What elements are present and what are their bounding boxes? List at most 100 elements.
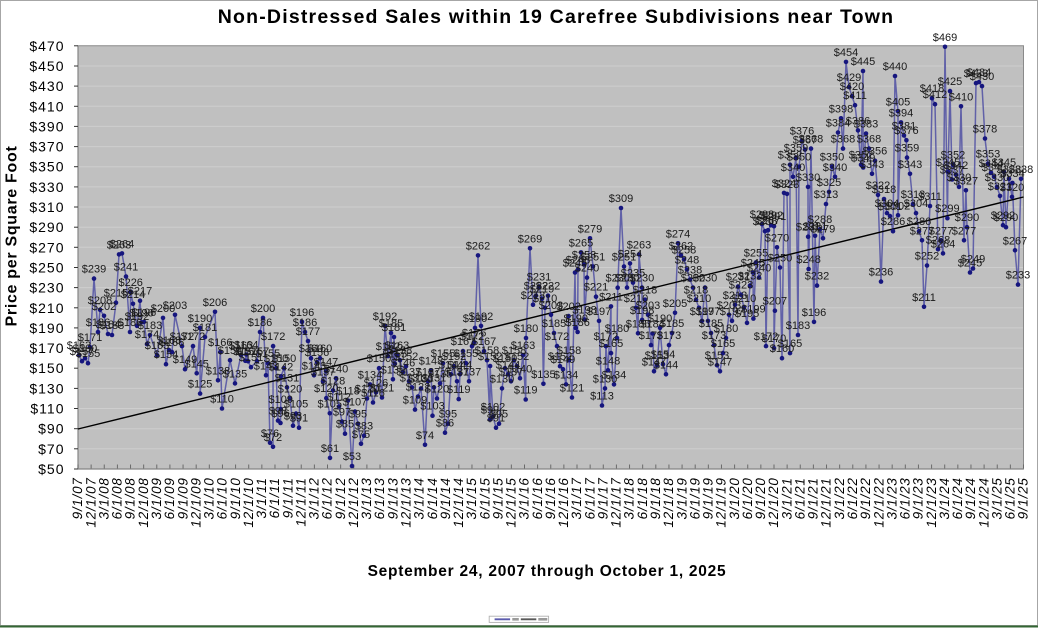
svg-text:$192: $192 (373, 311, 397, 323)
svg-text:9/1/20: 9/1/20 (753, 476, 768, 521)
svg-text:$145: $145 (184, 358, 208, 370)
svg-text:$290: $290 (29, 219, 64, 235)
svg-text:$147: $147 (642, 356, 666, 368)
svg-text:$135: $135 (531, 369, 555, 381)
svg-text:$302: $302 (886, 200, 910, 212)
svg-text:$350: $350 (29, 159, 64, 175)
svg-text:$350: $350 (787, 152, 811, 164)
svg-text:6/1/12: 6/1/12 (320, 476, 335, 521)
svg-text:$107: $107 (343, 397, 367, 409)
svg-text:$327: $327 (954, 175, 978, 187)
svg-text:$309: $309 (609, 193, 633, 205)
svg-text:$162: $162 (376, 341, 400, 353)
svg-text:$95: $95 (490, 409, 508, 421)
svg-text:$356: $356 (863, 146, 887, 158)
svg-text:$172: $172 (594, 331, 618, 343)
svg-text:$345: $345 (936, 157, 960, 169)
svg-text:3/1/25: 3/1/25 (990, 476, 1005, 521)
svg-text:$249: $249 (961, 254, 985, 266)
svg-text:$109: $109 (268, 394, 292, 406)
svg-text:$157: $157 (233, 346, 257, 358)
svg-text:$144: $144 (654, 359, 678, 371)
svg-text:$430: $430 (970, 71, 994, 83)
svg-text:$221: $221 (584, 282, 608, 294)
svg-text:$155: $155 (383, 349, 407, 361)
svg-text:$105: $105 (284, 399, 308, 411)
svg-text:$454: $454 (834, 47, 858, 59)
svg-text:$152: $152 (394, 351, 418, 363)
svg-text:9/1/22: 9/1/22 (858, 476, 873, 521)
svg-text:$165: $165 (711, 338, 735, 350)
svg-text:$185: $185 (626, 318, 650, 330)
svg-text:$190: $190 (188, 313, 212, 325)
svg-text:$368: $368 (857, 134, 881, 146)
svg-text:$137: $137 (499, 366, 523, 378)
svg-text:$433: $433 (964, 68, 988, 80)
svg-text:$253: $253 (572, 250, 596, 262)
svg-text:$198: $198 (630, 305, 654, 317)
svg-text:$359: $359 (784, 143, 808, 155)
svg-text:12/1/15: 12/1/15 (504, 476, 519, 529)
svg-text:6/1/13: 6/1/13 (372, 476, 387, 521)
svg-text:$376: $376 (894, 125, 918, 137)
svg-text:$353: $353 (976, 149, 1000, 161)
svg-text:9/1/08: 9/1/08 (123, 476, 138, 521)
svg-text:$152: $152 (478, 351, 502, 363)
svg-text:12/1/11: 12/1/11 (294, 476, 309, 528)
svg-text:$330: $330 (796, 172, 820, 184)
svg-text:$180: $180 (514, 323, 538, 335)
svg-text:$185: $185 (379, 318, 403, 330)
svg-text:3/1/12: 3/1/12 (307, 476, 322, 521)
svg-text:$150: $150 (264, 353, 288, 365)
svg-text:$134: $134 (602, 369, 626, 381)
svg-text:$350: $350 (820, 152, 844, 164)
svg-text:3/1/19: 3/1/19 (674, 476, 689, 521)
svg-text:$160: $160 (73, 343, 97, 355)
svg-text:$337: $337 (940, 165, 964, 177)
svg-text:3/1/17: 3/1/17 (569, 476, 584, 521)
svg-text:$264: $264 (110, 238, 134, 250)
svg-text:$301: $301 (878, 201, 902, 213)
svg-text:$207: $207 (763, 296, 787, 308)
svg-text:$167: $167 (451, 336, 475, 348)
svg-text:$248: $248 (566, 255, 590, 267)
svg-text:$198: $198 (572, 305, 596, 317)
svg-text:$110: $110 (210, 394, 234, 406)
svg-text:3/1/16: 3/1/16 (517, 476, 532, 521)
svg-text:$76: $76 (261, 428, 279, 440)
svg-text:$153: $153 (705, 350, 729, 362)
svg-text:$338: $338 (1009, 164, 1033, 176)
svg-text:9/1/09: 9/1/09 (175, 476, 190, 521)
svg-text:$83: $83 (355, 421, 373, 433)
svg-text:$103: $103 (420, 401, 444, 413)
svg-text:$163: $163 (385, 340, 409, 352)
svg-text:$109: $109 (403, 395, 427, 407)
svg-text:$143: $143 (254, 360, 278, 372)
svg-text:Non-Distressed Sales within 19: Non-Distressed Sales within 19 Carefree … (218, 6, 895, 28)
svg-text:6/1/16: 6/1/16 (530, 476, 545, 521)
svg-text:$291: $291 (762, 211, 786, 223)
svg-text:12/1/22: 12/1/22 (871, 476, 886, 529)
svg-text:$197: $197 (720, 306, 744, 318)
svg-text:$185: $185 (660, 318, 684, 330)
svg-text:$240: $240 (575, 263, 599, 275)
svg-text:$122: $122 (406, 382, 430, 394)
svg-text:$184: $184 (96, 319, 120, 331)
svg-text:$223: $223 (729, 280, 753, 292)
svg-text:6/1/08: 6/1/08 (110, 476, 125, 521)
svg-text:$405: $405 (886, 96, 910, 108)
svg-text:6/1/17: 6/1/17 (582, 476, 597, 521)
svg-text:$430: $430 (29, 78, 64, 94)
svg-text:$384: $384 (826, 118, 850, 130)
svg-text:3/1/14: 3/1/14 (412, 476, 427, 521)
svg-text:$270: $270 (765, 232, 789, 244)
svg-text:$171: $171 (78, 332, 102, 344)
svg-text:$165: $165 (599, 338, 623, 350)
svg-text:$277: $277 (929, 225, 953, 237)
svg-text:9/1/12: 9/1/12 (333, 476, 348, 521)
svg-text:6/1/09: 6/1/09 (162, 476, 177, 521)
svg-text:3/1/08: 3/1/08 (97, 476, 112, 521)
svg-text:$230: $230 (630, 273, 654, 285)
svg-text:$290: $290 (955, 212, 979, 224)
svg-text:$210: $210 (533, 293, 557, 305)
